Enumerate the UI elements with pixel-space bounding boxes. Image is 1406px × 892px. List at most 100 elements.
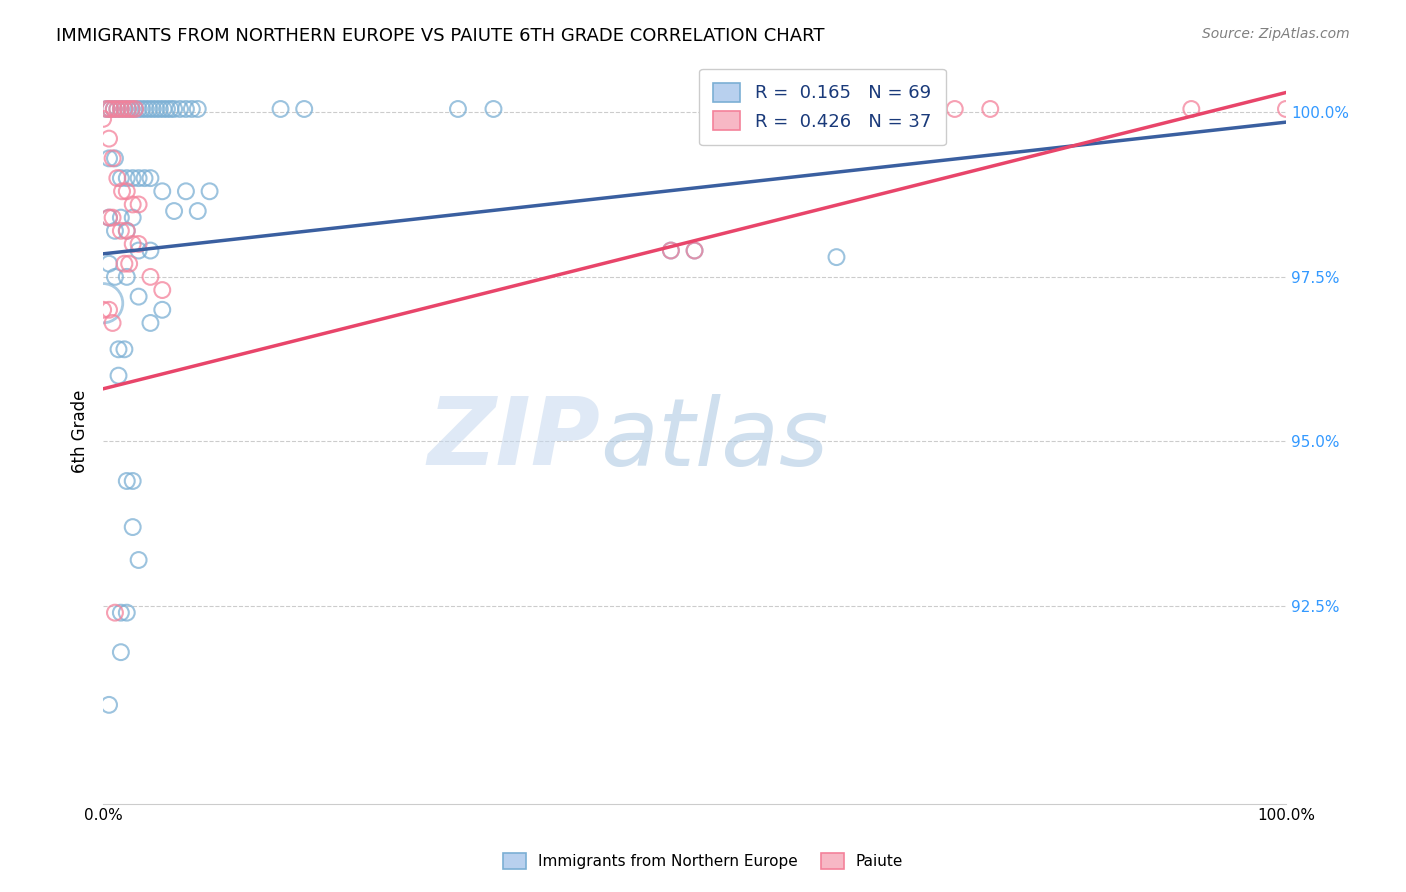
- Point: [270, 102, 292, 116]
- Point: [156, 102, 179, 116]
- Point: [112, 102, 135, 116]
- Point: [124, 102, 146, 116]
- Point: [149, 102, 172, 116]
- Point: [139, 171, 162, 186]
- Point: [111, 184, 134, 198]
- Point: [159, 102, 181, 116]
- Point: [115, 184, 138, 198]
- Point: [659, 244, 682, 258]
- Point: [482, 102, 505, 116]
- Point: [98, 152, 121, 166]
- Point: [104, 152, 127, 166]
- Point: [110, 606, 132, 620]
- Point: [187, 204, 209, 219]
- Point: [112, 257, 135, 271]
- Point: [98, 102, 121, 116]
- Point: [107, 343, 129, 357]
- Point: [124, 102, 146, 116]
- Point: [1180, 102, 1202, 116]
- Point: [121, 102, 143, 116]
- Point: [128, 236, 150, 251]
- Point: [104, 269, 127, 284]
- Point: [131, 102, 153, 116]
- Point: [139, 269, 162, 284]
- Point: [128, 171, 150, 186]
- Point: [128, 553, 150, 567]
- Point: [98, 698, 121, 712]
- Point: [112, 343, 135, 357]
- Point: [145, 102, 167, 116]
- Point: [103, 102, 125, 116]
- Point: [198, 184, 221, 198]
- Point: [659, 244, 682, 258]
- Legend: R =  0.165   N = 69, R =  0.426   N = 37: R = 0.165 N = 69, R = 0.426 N = 37: [699, 69, 946, 145]
- Text: IMMIGRANTS FROM NORTHERN EUROPE VS PAIUTE 6TH GRADE CORRELATION CHART: IMMIGRANTS FROM NORTHERN EUROPE VS PAIUT…: [56, 27, 825, 45]
- Point: [152, 102, 174, 116]
- Point: [115, 224, 138, 238]
- Point: [163, 102, 186, 116]
- Point: [98, 257, 121, 271]
- Point: [91, 112, 114, 126]
- Point: [115, 269, 138, 284]
- Point: [292, 102, 315, 116]
- Point: [447, 102, 470, 116]
- Point: [105, 171, 128, 186]
- Point: [98, 211, 121, 225]
- Point: [121, 236, 143, 251]
- Point: [98, 211, 121, 225]
- Point: [150, 283, 173, 297]
- Point: [163, 204, 186, 219]
- Point: [128, 197, 150, 211]
- Point: [110, 102, 132, 116]
- Point: [101, 316, 124, 330]
- Point: [174, 184, 197, 198]
- Point: [121, 102, 143, 116]
- Point: [98, 302, 121, 317]
- Point: [142, 102, 165, 116]
- Point: [187, 102, 209, 116]
- Point: [104, 606, 127, 620]
- Point: [117, 102, 139, 116]
- Point: [115, 224, 138, 238]
- Point: [105, 102, 128, 116]
- Point: [118, 257, 141, 271]
- Point: [115, 171, 138, 186]
- Point: [110, 171, 132, 186]
- Point: [110, 645, 132, 659]
- Point: [98, 131, 121, 145]
- Point: [683, 244, 706, 258]
- Point: [112, 102, 135, 116]
- Text: Source: ZipAtlas.com: Source: ZipAtlas.com: [1202, 27, 1350, 41]
- Y-axis label: 6th Grade: 6th Grade: [72, 390, 89, 474]
- Point: [121, 520, 143, 534]
- Point: [91, 296, 114, 310]
- Point: [121, 171, 143, 186]
- Point: [110, 224, 132, 238]
- Point: [174, 102, 197, 116]
- Point: [150, 302, 173, 317]
- Point: [104, 224, 127, 238]
- Point: [139, 316, 162, 330]
- Point: [91, 302, 114, 317]
- Point: [121, 197, 143, 211]
- Point: [96, 102, 118, 116]
- Point: [180, 102, 202, 116]
- Point: [138, 102, 160, 116]
- Text: ZIP: ZIP: [427, 393, 600, 485]
- Point: [128, 290, 150, 304]
- Point: [107, 368, 129, 383]
- Point: [105, 102, 128, 116]
- Point: [121, 211, 143, 225]
- Point: [101, 152, 124, 166]
- Point: [117, 102, 139, 116]
- Point: [110, 211, 132, 225]
- Point: [96, 102, 118, 116]
- Point: [110, 102, 132, 116]
- Point: [683, 244, 706, 258]
- Point: [1275, 102, 1298, 116]
- Point: [128, 102, 150, 116]
- Point: [169, 102, 191, 116]
- Point: [943, 102, 966, 116]
- Point: [115, 606, 138, 620]
- Point: [103, 102, 125, 116]
